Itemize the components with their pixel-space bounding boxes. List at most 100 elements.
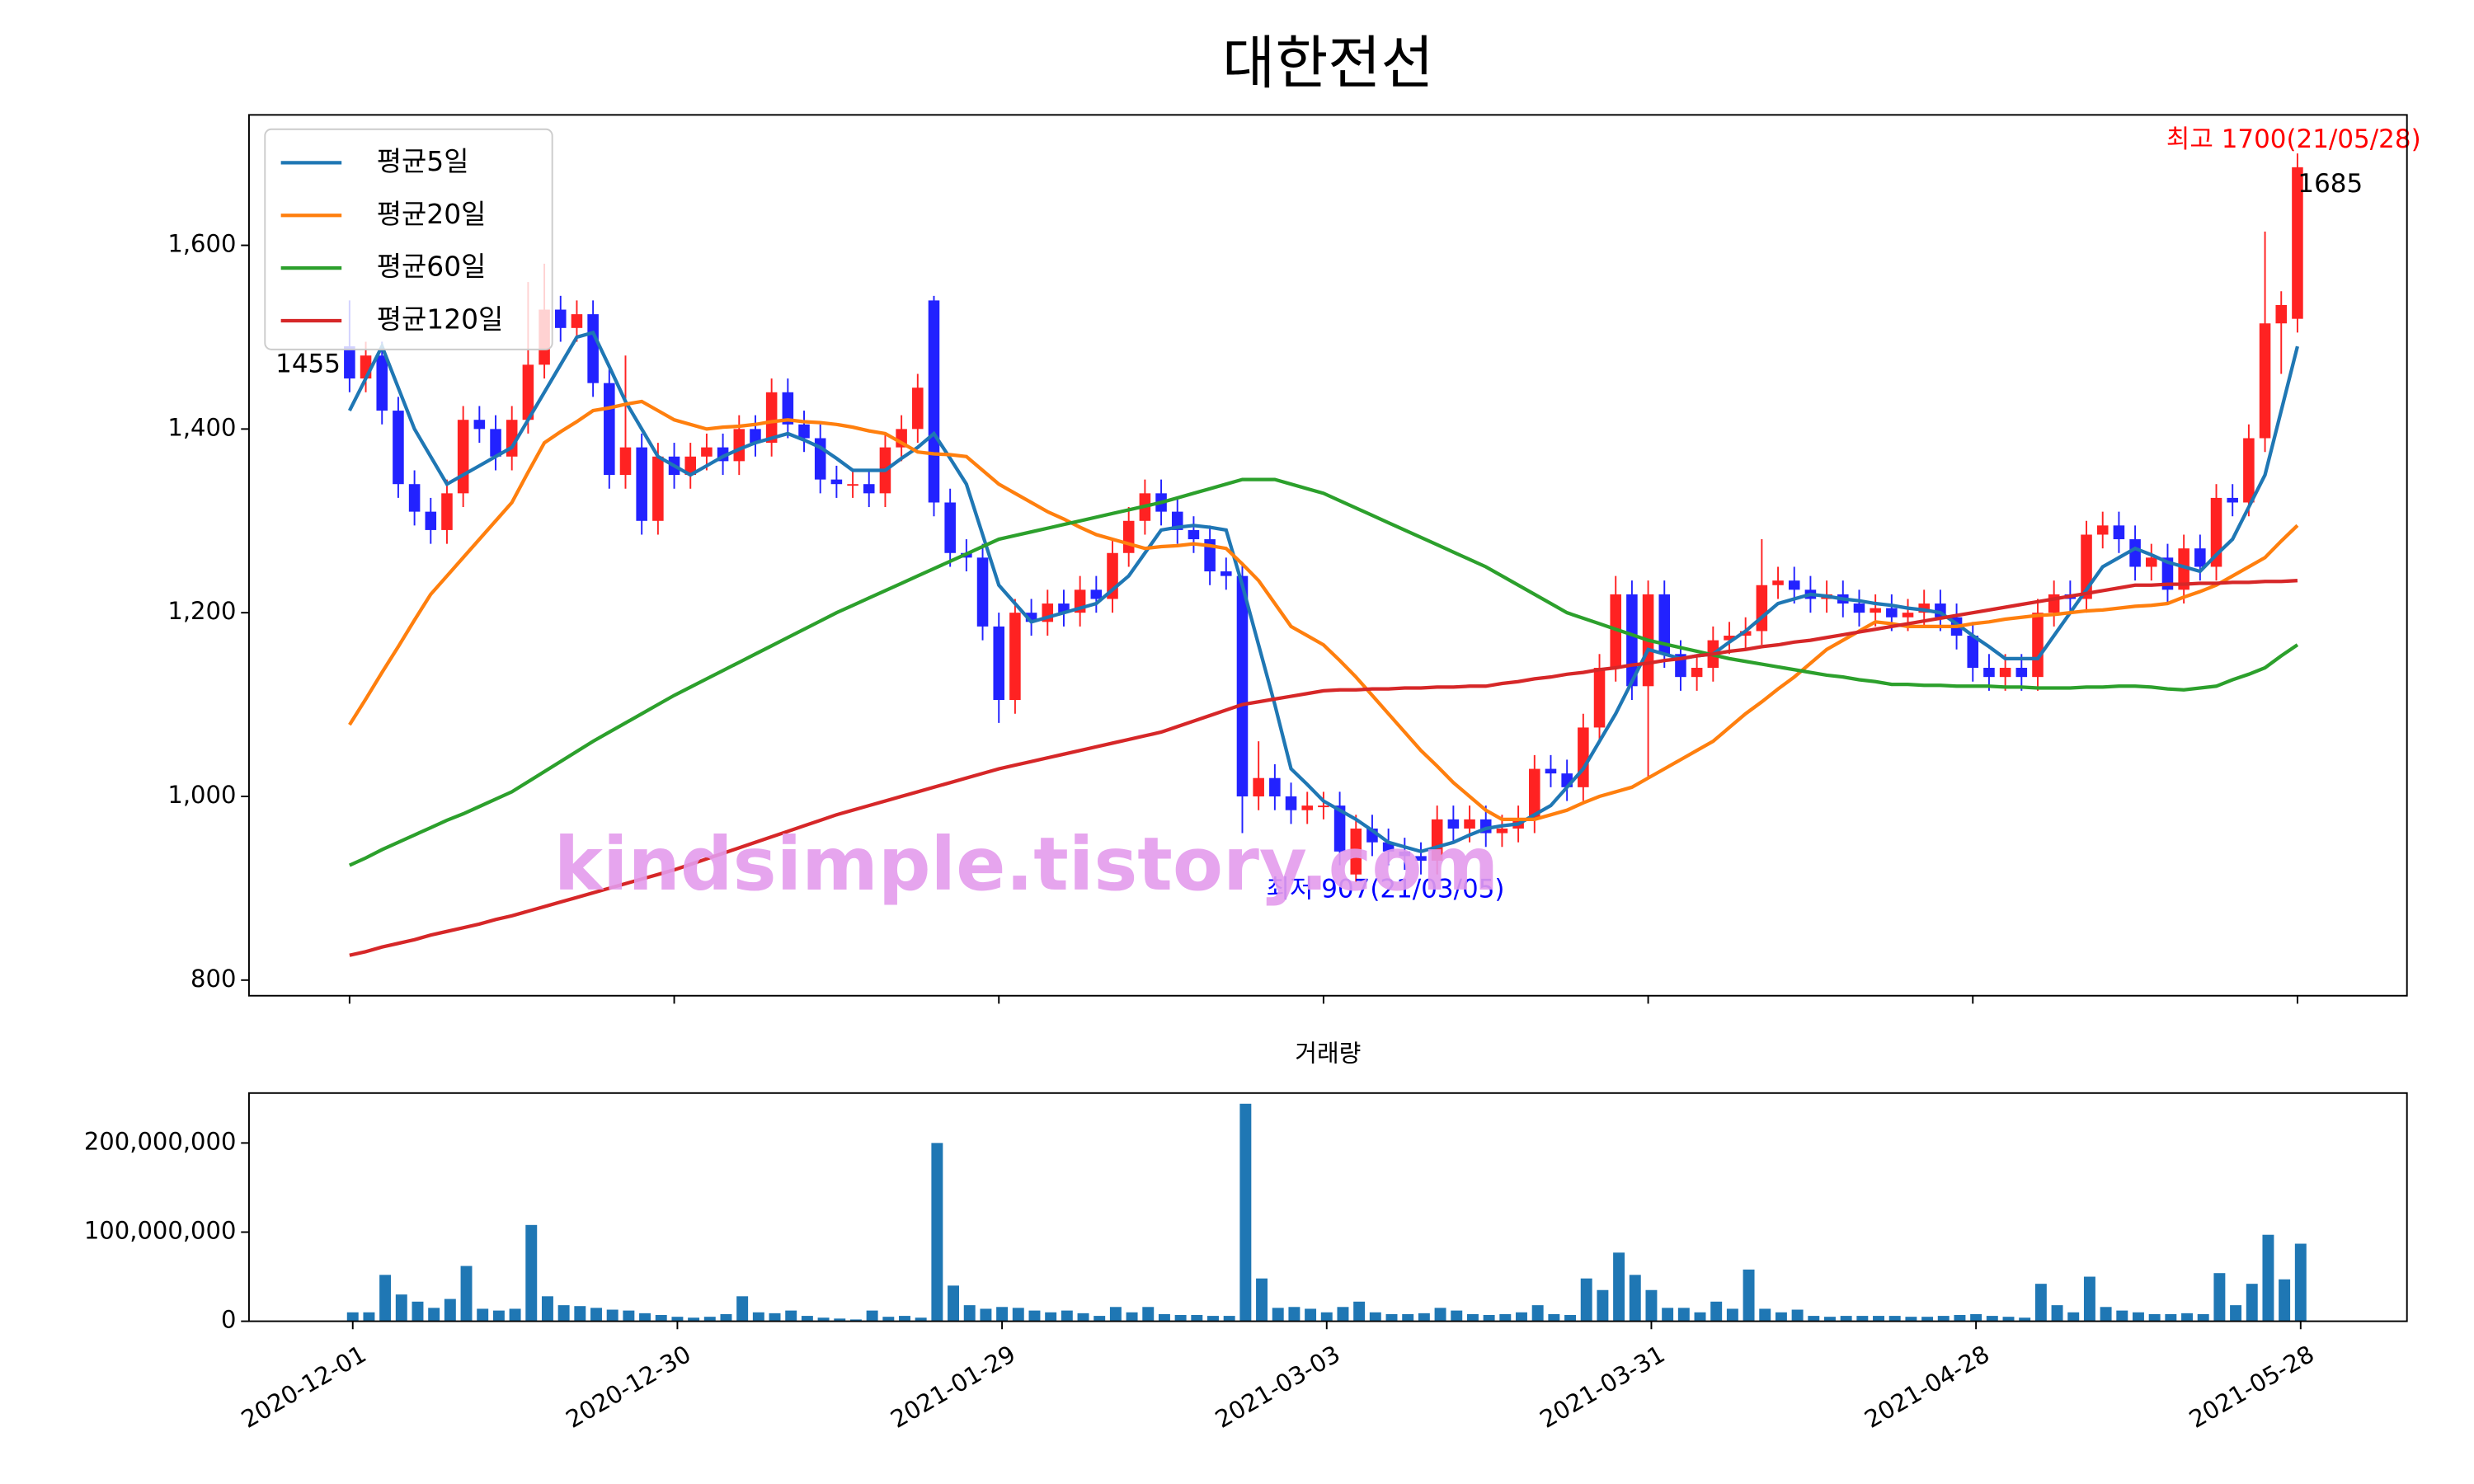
candle-body [473, 420, 486, 430]
bar [2034, 1284, 2047, 1322]
candle-body [1658, 594, 1671, 655]
bar [1418, 1313, 1430, 1322]
candle-body [2275, 304, 2288, 324]
legend-label: 평균5일 [377, 145, 469, 177]
bar [412, 1301, 424, 1322]
bar [2019, 1317, 2031, 1322]
legend-box [264, 128, 553, 350]
bar [1548, 1313, 1560, 1322]
bar [1743, 1269, 1755, 1322]
bar [1613, 1252, 1625, 1322]
bar [2213, 1273, 2226, 1322]
bar [1808, 1316, 1820, 1322]
candle-body [652, 456, 664, 521]
candle-body [1447, 819, 1460, 829]
bar [1451, 1310, 1463, 1322]
bar [1483, 1315, 1495, 1322]
y-tick-label: 1,200 [167, 597, 236, 625]
bar [817, 1317, 830, 1322]
bar [1077, 1313, 1089, 1322]
candle-body [604, 383, 615, 476]
candle-body [1382, 842, 1395, 852]
candle-body [765, 392, 778, 444]
bar [1239, 1103, 1252, 1322]
bar [1142, 1307, 1155, 1322]
data-label: 1455 [275, 350, 341, 379]
bar [2100, 1307, 2112, 1322]
data-label: 1685 [2298, 169, 2363, 199]
bar [1710, 1301, 1723, 1322]
bar [1986, 1316, 1998, 1322]
bar [1905, 1317, 1917, 1322]
candle-body [554, 309, 567, 328]
bar [752, 1312, 764, 1322]
candle-body [1090, 589, 1103, 599]
candle-body [847, 484, 858, 486]
candle-body [2146, 557, 2157, 567]
y-tick-label: 1,600 [167, 230, 236, 258]
candle-body [1739, 631, 1752, 636]
bar [1158, 1313, 1170, 1322]
bar [557, 1305, 570, 1322]
candle-body [2259, 323, 2271, 439]
bar [980, 1308, 992, 1322]
volume-frame [247, 1092, 2408, 1322]
bar [785, 1310, 797, 1322]
candle-body [1691, 668, 1703, 678]
candle-body [1853, 603, 1865, 613]
candle-body [1724, 636, 1735, 641]
bar [1726, 1308, 1738, 1322]
bar [1223, 1316, 1235, 1322]
candle-body [798, 424, 810, 439]
bar [2148, 1313, 2161, 1322]
bar [460, 1266, 473, 1322]
chart-title: 대한전선 [1222, 30, 1433, 96]
candle-body [2178, 548, 2189, 590]
candle-body [344, 346, 355, 379]
bar [769, 1313, 781, 1322]
candle-body [976, 557, 989, 627]
bar [1402, 1313, 1414, 1322]
bar [1012, 1308, 1024, 1322]
candle-body [1788, 580, 1800, 590]
bar [444, 1298, 456, 1322]
candle-body [750, 429, 761, 444]
watermark: kindsimple.tistory.com [554, 821, 1498, 907]
bar [1954, 1315, 1966, 1322]
bar [655, 1315, 667, 1322]
ma-line [348, 477, 2299, 867]
candle-body [1285, 796, 1297, 810]
y-tick-label: 100,000,000 [84, 1216, 237, 1244]
bar [1094, 1316, 1106, 1322]
candle-body [1870, 608, 1881, 613]
candle-body [863, 484, 875, 494]
candle-body [1058, 603, 1070, 613]
bar [346, 1312, 359, 1322]
candle-body [2032, 613, 2044, 678]
candle-body [1772, 580, 1784, 585]
bar [1970, 1313, 1982, 1322]
candle-body [1269, 777, 1281, 796]
bar [1873, 1316, 1884, 1322]
candle-body [2243, 438, 2255, 503]
bar [1320, 1312, 1333, 1322]
candle-body [701, 447, 713, 457]
bar [2246, 1284, 2258, 1322]
candle-body [1496, 828, 1508, 834]
ma-line [347, 330, 2299, 854]
candle-body [619, 447, 632, 476]
bar [1207, 1316, 1219, 1322]
bar [1694, 1312, 1706, 1322]
bar [703, 1317, 716, 1322]
candle-body [1318, 805, 1329, 808]
y-tick-label: 200,000,000 [84, 1127, 237, 1155]
candle-body [830, 479, 843, 485]
bar [1353, 1301, 1366, 1322]
bar [525, 1224, 538, 1322]
bar [2181, 1313, 2193, 1322]
candle-body [393, 411, 404, 485]
candle-body [782, 392, 794, 425]
candle-body [522, 364, 534, 420]
bar [720, 1313, 732, 1322]
bar [1791, 1309, 1804, 1322]
